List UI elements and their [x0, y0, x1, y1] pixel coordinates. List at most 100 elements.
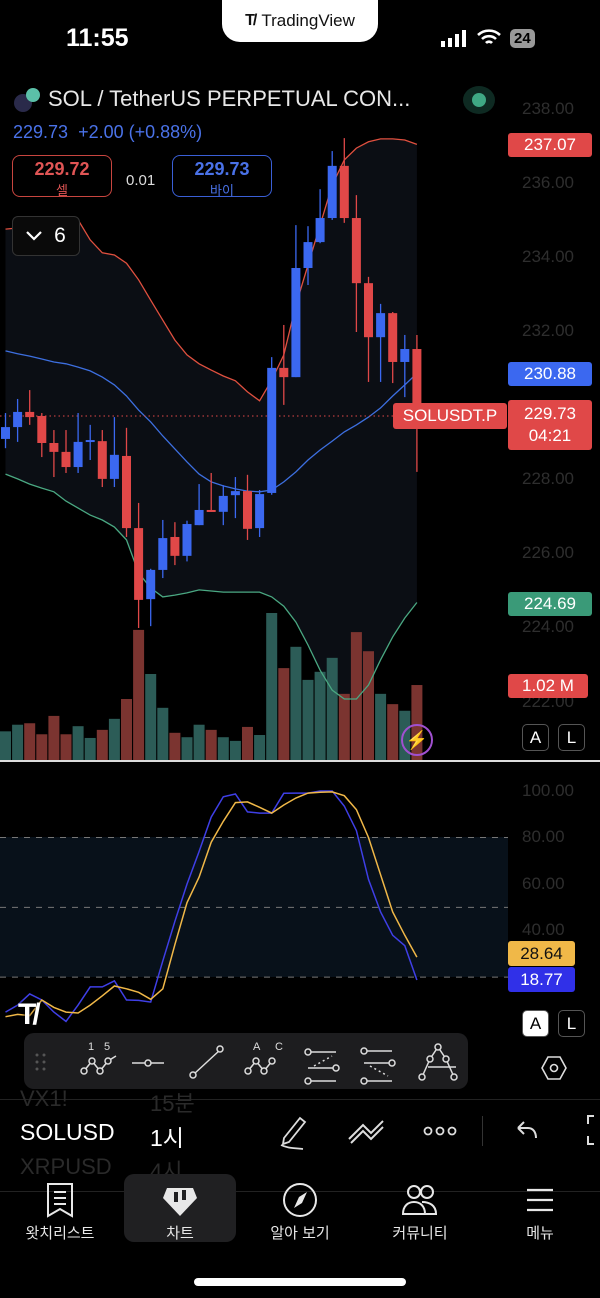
candle-body: [327, 165, 337, 219]
multi-chart-icon[interactable]: [346, 1117, 386, 1145]
tradingview-pill: T/ TradingView: [222, 0, 378, 42]
fullscreen-icon[interactable]: [582, 1114, 600, 1146]
divider: [0, 1191, 600, 1192]
candle-body: [170, 536, 180, 556]
status-time: 11:55: [66, 24, 129, 52]
menu-icon: [527, 1188, 553, 1212]
chart-icon: [163, 1188, 197, 1216]
stoch-auto-scale-button[interactable]: A: [522, 1010, 549, 1037]
candles: [1, 138, 422, 628]
candle-body: [182, 524, 192, 556]
head-shoulders-icon[interactable]: [418, 1043, 458, 1081]
volume-bar: [169, 732, 181, 760]
volume-bar: [145, 674, 157, 760]
volume-bar: [217, 737, 229, 760]
prev-interval[interactable]: 15분: [150, 1091, 195, 1116]
tool-label: 1: [88, 1041, 94, 1053]
undo-icon[interactable]: [512, 1118, 540, 1142]
fib-retracement-icon[interactable]: [304, 1048, 340, 1085]
sell-label: 셀: [56, 183, 68, 198]
compass-icon: [283, 1183, 317, 1217]
buy-button[interactable]: 229.73 바이: [172, 155, 272, 198]
symbol-selector[interactable]: SOLUSD: [20, 1119, 115, 1145]
volume-bar: [36, 734, 48, 760]
candle: [37, 413, 47, 458]
volume-bar: [302, 679, 314, 760]
log-scale-button[interactable]: L: [558, 724, 585, 751]
sell-button[interactable]: 229.72 셀: [12, 155, 112, 198]
candle-body: [291, 267, 301, 378]
pen-icon[interactable]: [276, 1114, 310, 1150]
prev-symbol[interactable]: VX1!: [20, 1086, 68, 1111]
volume-bar: [0, 731, 11, 760]
interval-selector[interactable]: 1시: [150, 1125, 184, 1151]
candle: [25, 390, 35, 425]
candle-body: [351, 218, 361, 284]
change-value: +2.00 (+0.88%): [78, 122, 203, 142]
candle-body: [279, 367, 289, 378]
volume-bar: [242, 726, 253, 760]
candle-body: [25, 411, 35, 418]
stoch-d-tag: 28.64: [508, 941, 575, 966]
fib-extension-icon[interactable]: [360, 1047, 396, 1085]
stoch-axis-tick: 40.00: [522, 920, 565, 939]
drag-handle-icon[interactable]: [35, 1053, 46, 1071]
tab-watchlist[interactable]: 왓치리스트: [4, 1180, 116, 1244]
buy-label: 바이: [210, 183, 234, 198]
candle: [364, 276, 373, 382]
indicators-collapse-button[interactable]: 6: [12, 216, 80, 256]
status-icons: 24: [440, 28, 535, 48]
auto-scale-button[interactable]: A: [522, 724, 549, 751]
tab-label: 메뉴: [526, 1225, 554, 1242]
symbol-title[interactable]: SOL / TetherUS PERPETUAL CON...: [48, 86, 411, 111]
candle: [230, 477, 240, 519]
tab-label: 알아 보기: [270, 1225, 330, 1242]
candle-body: [97, 441, 107, 479]
candle: [49, 430, 59, 478]
battery-icon: 24: [510, 28, 535, 48]
next-symbol[interactable]: XRPUSD: [20, 1154, 112, 1179]
tab-community[interactable]: 커뮤니티: [364, 1180, 476, 1244]
horizontal-ray-icon[interactable]: [132, 1059, 164, 1067]
candle-body: [267, 367, 277, 493]
lightning-icon[interactable]: ⚡: [401, 724, 433, 756]
candle-body: [73, 441, 83, 468]
tool-label: C: [275, 1041, 283, 1053]
tab-label: 커뮤니티: [392, 1225, 448, 1242]
candle-body: [158, 538, 168, 570]
more-icon[interactable]: [422, 1124, 458, 1138]
volume-tag: 1.02 M: [508, 674, 588, 698]
stoch-log-scale-button[interactable]: L: [558, 1010, 585, 1037]
candle: [182, 520, 192, 562]
volume-bar: [375, 693, 387, 760]
stoch-k-line: [5, 790, 418, 1023]
candle: [339, 138, 349, 223]
volume-bar: [24, 723, 36, 760]
settings-hexagon-icon[interactable]: [540, 1054, 568, 1082]
last-price-tag: 229.73 04:21: [508, 400, 592, 450]
price-axis-tick: 234.00: [522, 247, 574, 266]
candle: [267, 357, 277, 495]
volume-bar: [48, 715, 60, 760]
tab-menu[interactable]: 메뉴: [484, 1180, 596, 1244]
trend-line-icon[interactable]: [189, 1045, 224, 1079]
tab-chart[interactable]: 차트: [124, 1174, 236, 1242]
bollinger-lower-line: [5, 473, 418, 700]
spread: 0.01: [126, 172, 156, 189]
candle-body: [49, 443, 59, 452]
tab-explore[interactable]: 알아 보기: [244, 1180, 356, 1244]
volume-bar: [12, 724, 24, 760]
candle: [218, 485, 228, 526]
tab-label: 왓치리스트: [25, 1225, 95, 1242]
candle-body: [339, 165, 349, 219]
candle: [327, 151, 337, 220]
chevron-down-icon: [26, 231, 42, 241]
home-indicator[interactable]: [194, 1278, 406, 1286]
market-status-indicator[interactable]: [463, 86, 495, 114]
candle-body: [122, 455, 131, 529]
volume-bar: [157, 707, 169, 760]
candle-body: [85, 440, 95, 443]
bb-upper-tag: 237.07: [508, 133, 592, 157]
